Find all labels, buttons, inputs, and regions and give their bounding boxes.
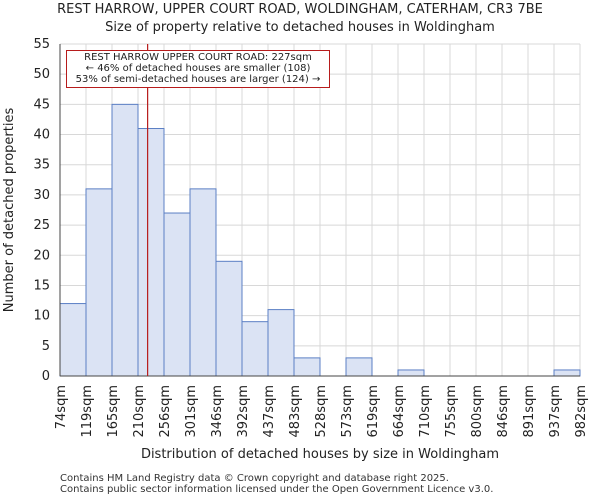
y-tick-label: 50 — [33, 67, 50, 82]
annotation-line1: REST HARROW UPPER COURT ROAD: 227sqm — [84, 52, 312, 63]
y-tick-label: 25 — [33, 218, 50, 233]
x-tick-label: 573sqm — [340, 385, 355, 438]
x-tick-label: 74sqm — [54, 385, 69, 429]
y-tick-label: 40 — [33, 128, 50, 143]
x-tick-label: 664sqm — [392, 385, 407, 438]
histogram-bar — [553, 369, 581, 377]
x-tick-label: 846sqm — [496, 385, 511, 438]
histogram-bar — [345, 357, 373, 377]
y-axis-title: Number of detached properties — [2, 108, 17, 313]
x-tick-label: 937sqm — [548, 385, 563, 438]
annotation-line2: ← 46% of detached houses are smaller (10… — [85, 63, 311, 74]
histogram-bar — [189, 188, 217, 377]
histogram-bar — [111, 103, 139, 377]
x-tick-label: 165sqm — [106, 385, 121, 438]
y-tick-label: 55 — [33, 37, 50, 52]
x-tick-label: 256sqm — [158, 385, 173, 438]
annotation-line3: 53% of semi-detached houses are larger (… — [75, 74, 321, 85]
x-tick-label: 210sqm — [132, 385, 147, 438]
y-tick-label: 0 — [42, 369, 50, 384]
x-tick-label: 528sqm — [314, 385, 329, 438]
histogram-bar — [163, 212, 191, 377]
histogram-bar — [85, 188, 113, 377]
x-tick-label: 619sqm — [366, 385, 381, 438]
chart-title-line2: Size of property relative to detached ho… — [105, 20, 495, 35]
histogram-bar — [59, 303, 87, 377]
x-tick-label: 301sqm — [184, 385, 199, 438]
y-tick-label: 30 — [33, 188, 50, 203]
footer-copyright: Contains HM Land Registry data © Crown c… — [60, 473, 449, 484]
histogram-bar — [241, 321, 269, 377]
y-tick-label: 45 — [33, 97, 50, 112]
histogram-bar — [267, 309, 295, 377]
x-tick-label: 346sqm — [210, 385, 225, 438]
x-axis-title: Distribution of detached houses by size … — [141, 447, 499, 462]
x-tick-label: 982sqm — [574, 385, 589, 438]
chart-title-line1: REST HARROW, UPPER COURT ROAD, WOLDINGHA… — [57, 2, 543, 17]
x-tick-label: 119sqm — [80, 385, 95, 438]
x-tick-label: 710sqm — [418, 385, 433, 438]
x-tick-label: 437sqm — [262, 385, 277, 438]
histogram-bar — [293, 357, 321, 377]
x-tick-label: 392sqm — [236, 385, 251, 438]
y-tick-label: 10 — [33, 309, 50, 324]
footer-licence: Contains public sector information licen… — [60, 484, 494, 495]
histogram-bar — [137, 128, 165, 377]
property-annotation-box: REST HARROW UPPER COURT ROAD: 227sqm ← 4… — [66, 50, 330, 88]
y-tick-label: 15 — [33, 278, 50, 293]
y-tick-label: 5 — [42, 339, 50, 354]
y-tick-label: 20 — [33, 248, 50, 263]
histogram-bar — [397, 369, 425, 377]
x-tick-label: 483sqm — [288, 385, 303, 438]
histogram-bar — [215, 260, 243, 377]
y-tick-label: 35 — [33, 158, 50, 173]
x-tick-label: 800sqm — [470, 385, 485, 438]
x-tick-label: 755sqm — [444, 385, 459, 438]
x-tick-label: 891sqm — [522, 385, 537, 438]
